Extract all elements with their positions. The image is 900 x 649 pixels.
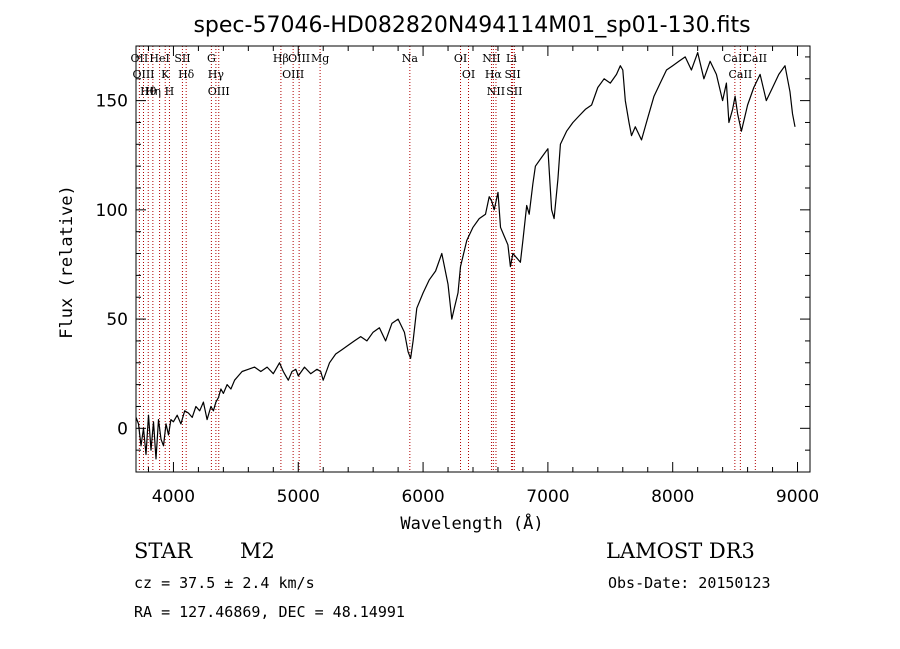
- spectrum-line: [135, 51, 796, 460]
- emission-lines: [138, 46, 756, 472]
- emission-line-label: Na: [402, 52, 419, 65]
- emission-line-label: Hβ: [273, 52, 289, 65]
- emission-line-label: Hδ: [178, 68, 195, 81]
- x-tick-label: 5000: [277, 487, 320, 507]
- subclass-text: M2: [240, 539, 275, 563]
- y-tick-label: 50: [106, 310, 128, 330]
- chart-title: spec-57046-HD082820N494114M01_sp01-130.f…: [193, 13, 750, 38]
- y-axis-label: Flux (relative): [57, 185, 77, 339]
- emission-line-label: OI: [454, 52, 467, 65]
- emission-line-label: K: [161, 68, 170, 81]
- emission-line-label: OIII: [282, 68, 304, 81]
- emission-line-label: Hγ: [208, 68, 225, 81]
- x-tick-label: 4000: [152, 487, 195, 507]
- x-axis-ticks: 4000 5000 6000 7000 8000 9000: [147, 46, 819, 507]
- emission-line-label: G: [207, 52, 216, 65]
- spectrum-series: [135, 51, 796, 460]
- emission-line-label: SII: [174, 52, 190, 65]
- emission-line-label: OII: [131, 52, 149, 65]
- emission-line-label: CaII: [723, 52, 747, 65]
- x-tick-label: 8000: [651, 487, 694, 507]
- emission-line-label: Hθ: [140, 85, 157, 98]
- obs-date-text: Obs-Date: 20150123: [608, 574, 771, 592]
- y-tick-label: 0: [117, 419, 128, 439]
- emission-line-label: CaII: [743, 52, 767, 65]
- coordinates-text: RA = 127.46869, DEC = 48.14991: [134, 603, 405, 621]
- emission-line-label: Hη: [145, 85, 161, 98]
- emission-line-label: OIII: [208, 85, 230, 98]
- survey-text: LAMOST DR3: [606, 539, 755, 563]
- emission-line-label: CaII: [729, 68, 753, 81]
- emission-line-label: Li: [506, 52, 517, 65]
- emission-line-label: SII: [504, 68, 520, 81]
- emission-line-label: Hα: [485, 68, 503, 81]
- plot-frame: [135, 45, 811, 473]
- emission-line-label: SII: [506, 85, 522, 98]
- redshift-text: cz = 37.5 ± 2.4 km/s: [134, 574, 315, 592]
- x-axis-label: Wavelength (Å): [400, 512, 543, 534]
- y-axis-ticks: 0 50 100 150: [96, 56, 810, 451]
- x-tick-label: 6000: [401, 487, 444, 507]
- emission-line-label: Mg: [311, 52, 329, 65]
- y-tick-label: 100: [96, 201, 128, 221]
- classification-text: STAR: [134, 539, 193, 563]
- x-tick-label: 9000: [776, 487, 819, 507]
- emission-line-label: HeI: [149, 52, 169, 65]
- emission-line-label: OIII: [288, 52, 310, 65]
- emission-line-label: OI: [462, 68, 475, 81]
- emission-line-label: NII: [487, 85, 505, 98]
- y-tick-label: 150: [96, 92, 128, 112]
- emission-line-label: NII: [482, 52, 500, 65]
- emission-line-label: OIII: [132, 68, 154, 81]
- emission-line-label: H: [165, 85, 175, 98]
- x-tick-label: 7000: [526, 487, 569, 507]
